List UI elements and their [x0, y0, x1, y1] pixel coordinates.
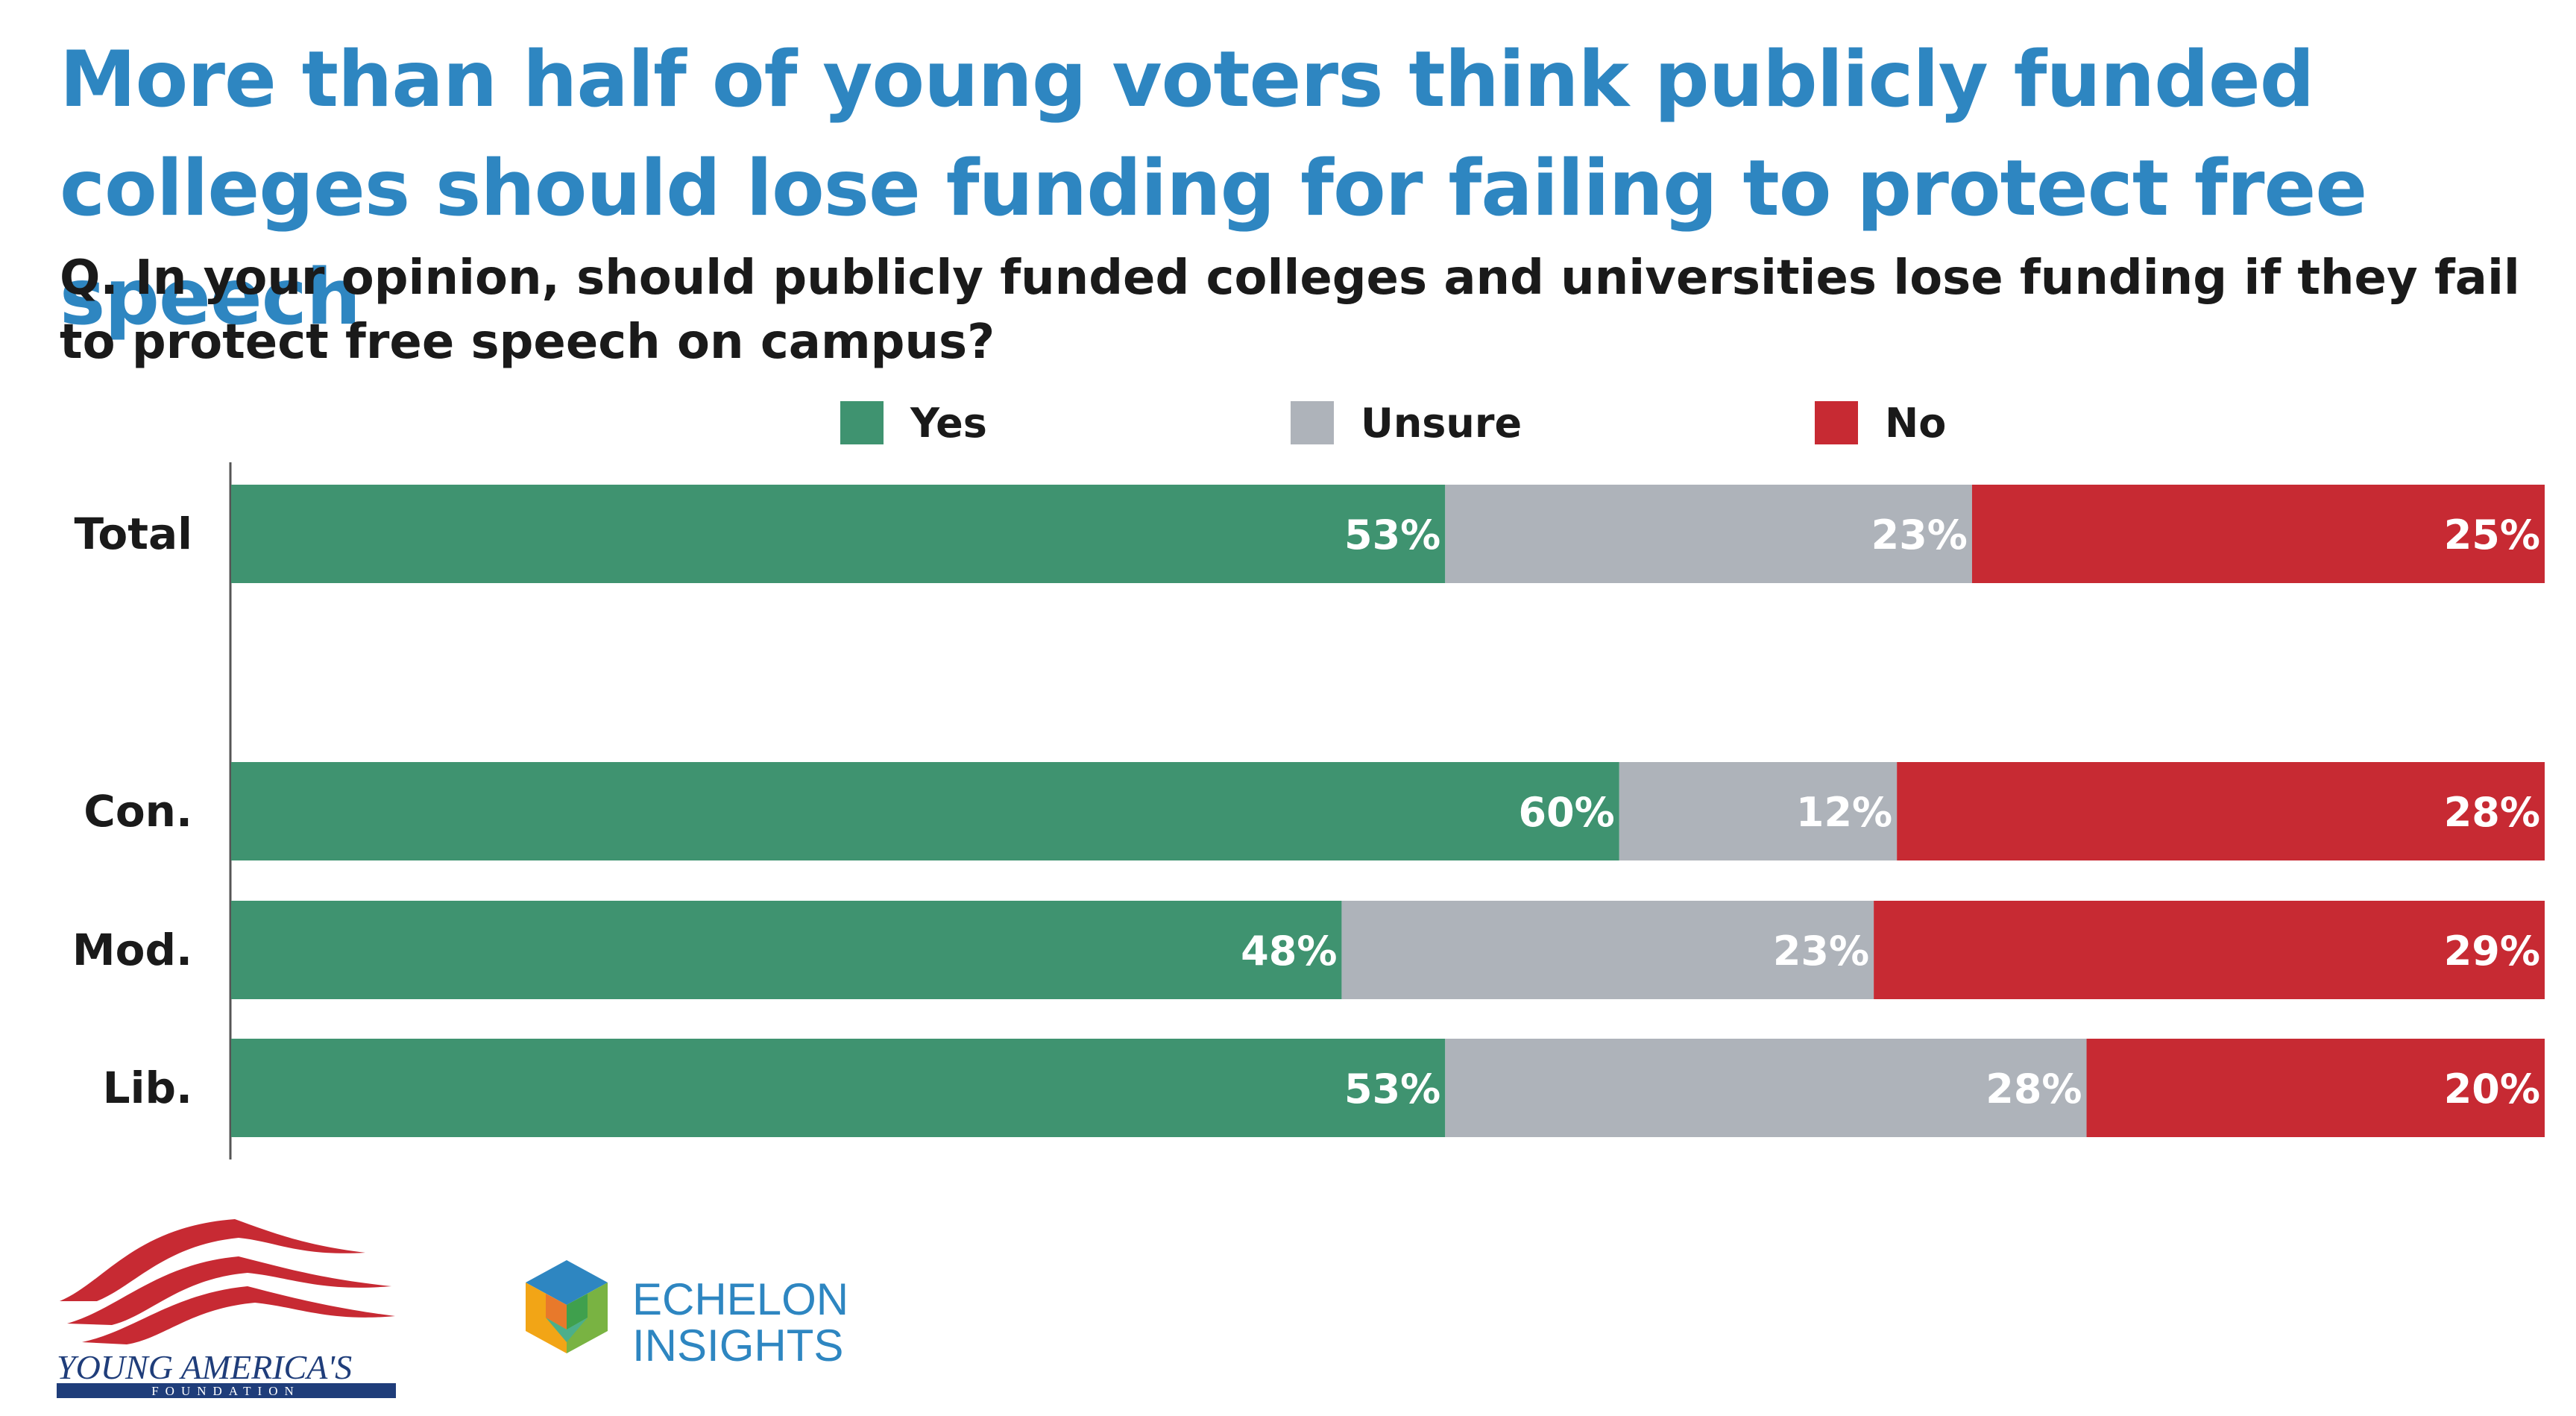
data-label-con-no: 28%: [2444, 789, 2540, 836]
legend-swatch-yes: [840, 401, 884, 444]
bar-total-yes: [231, 485, 1446, 583]
data-label-con-yes: 60%: [1519, 789, 1615, 836]
yaf-logo-subtext: FOUNDATION: [151, 1384, 300, 1398]
data-label-mod-yes: 48%: [1241, 928, 1337, 975]
data-label-con-unsure: 12%: [1796, 789, 1892, 836]
data-label-mod-no: 29%: [2444, 928, 2540, 975]
legend-item-unsure: Unsure: [1291, 399, 1522, 447]
bar-lib-no: [2086, 1039, 2545, 1137]
legend-label-yes: Yes: [910, 399, 987, 447]
data-label-lib-yes: 53%: [1344, 1066, 1440, 1113]
bar-lib-unsure: [1445, 1039, 2087, 1137]
bar-total-no: [1971, 485, 2545, 583]
bar-lib-yes: [231, 1039, 1446, 1137]
bar-con-yes: [231, 762, 1619, 860]
category-label-mod: Mod.: [72, 925, 192, 975]
legend-label-unsure: Unsure: [1361, 399, 1522, 447]
legend-swatch-unsure: [1291, 401, 1334, 444]
chart-title: More than half of young voters think pub…: [60, 35, 2367, 342]
data-label-total-yes: 53%: [1344, 512, 1440, 558]
data-label-total-unsure: 23%: [1871, 512, 1968, 558]
legend-item-no: No: [1815, 399, 1947, 447]
yaf-logo-text: YOUNG AMERICA'S: [57, 1348, 352, 1386]
data-label-mod-unsure: 23%: [1773, 928, 1869, 975]
bar-total-unsure: [1445, 485, 1972, 583]
bar-mod-no: [1874, 901, 2545, 999]
bar-mod-yes: [231, 901, 1342, 999]
category-label-con: Con.: [84, 786, 192, 837]
echelon-logo-line1: ECHELON: [632, 1274, 848, 1324]
legend-label-no: No: [1885, 399, 1947, 447]
echelon-insights-logo: ECHELON INSIGHTS: [526, 1260, 848, 1371]
data-label-total-no: 25%: [2444, 512, 2540, 558]
category-label-total: Total: [75, 509, 192, 559]
bar-con-no: [1897, 762, 2545, 860]
legend-swatch-no: [1815, 401, 1858, 444]
data-label-lib-no: 20%: [2444, 1066, 2540, 1113]
bar-con-unsure: [1619, 762, 1898, 860]
survey-question: Q. In your opinion, should publicly fund…: [60, 251, 2520, 370]
legend-item-yes: Yes: [840, 399, 987, 447]
young-americas-foundation-logo: YOUNG AMERICA'S FOUNDATION: [57, 1219, 396, 1398]
echelon-logo-line2: INSIGHTS: [632, 1321, 843, 1371]
data-label-lib-unsure: 28%: [1985, 1066, 2082, 1113]
category-label-lib: Lib.: [103, 1063, 192, 1113]
bar-mod-unsure: [1341, 901, 1874, 999]
